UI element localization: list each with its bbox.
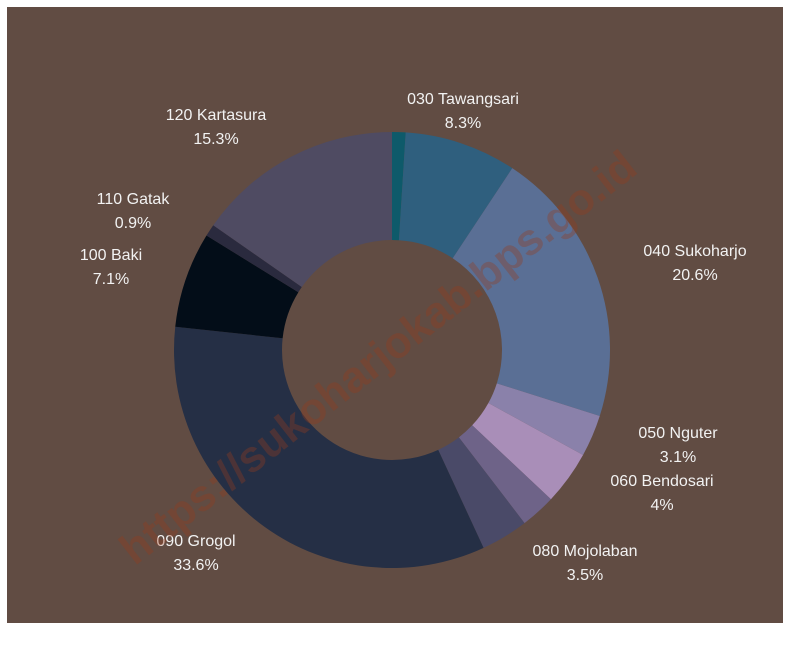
slice <box>398 132 513 259</box>
slice-value-label: 3.5% <box>567 567 603 584</box>
slice-value-label: 4% <box>650 497 673 514</box>
slice <box>488 383 600 456</box>
slice <box>472 402 584 500</box>
slice-label: 060 Bendosari <box>610 473 713 490</box>
slice-value-label: 0.9% <box>115 215 151 232</box>
slice <box>213 132 392 288</box>
slice <box>452 168 610 417</box>
slice-label: 080 Mojolaban <box>533 543 638 560</box>
slice-label: 040 Sukoharjo <box>643 243 746 260</box>
slices <box>174 132 610 568</box>
slice-label: 090 Grogol <box>156 533 235 550</box>
slice-label: 050 Nguter <box>638 425 718 442</box>
slice-label: 030 Tawangsari <box>407 91 519 108</box>
slice-label: 120 Kartasura <box>166 107 267 124</box>
slice <box>174 326 484 568</box>
slice-value-label: 33.6% <box>173 557 218 574</box>
slice-label: 100 Baki <box>80 247 142 264</box>
slice-value-label: 20.6% <box>672 267 717 284</box>
slice-value-label: 7.1% <box>93 271 129 288</box>
slice <box>392 132 406 241</box>
slice-value-label: 8.3% <box>445 115 481 132</box>
slice <box>438 437 525 548</box>
slice <box>206 225 302 293</box>
slice <box>458 425 551 524</box>
slice-value-label: 15.3% <box>193 131 238 148</box>
slice-value-label: 3.1% <box>660 449 696 466</box>
slice <box>175 235 299 339</box>
slice-label: 110 Gatak <box>97 191 171 208</box>
labels: 030 Tawangsari 8.3% 040 Sukoharjo 20.6% 050 … <box>80 91 747 584</box>
